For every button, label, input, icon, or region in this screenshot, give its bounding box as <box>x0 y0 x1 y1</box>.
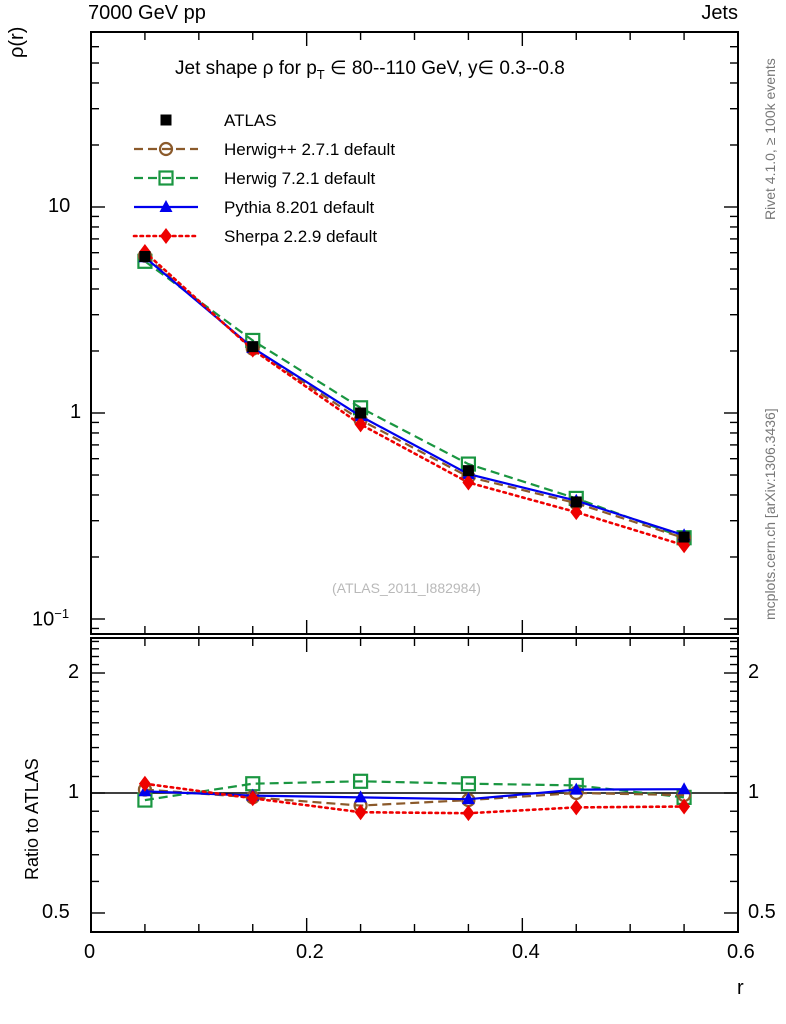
legend-marker-2 <box>134 170 198 186</box>
axis-frames <box>90 31 739 933</box>
series-herwig <box>137 253 692 546</box>
ratio-ytick-1-left: 1 <box>68 781 80 803</box>
series-pythia <box>138 250 691 541</box>
legend-marker-3 <box>134 200 198 212</box>
ratio-ytick-0p5-left: 0.5 <box>42 901 70 923</box>
main-panel-title: Jet shape ρ for pT ∈ 80--110 GeV, y∈ 0.3… <box>175 57 565 82</box>
analysis-watermark: (ATLAS_2011_I882984) <box>332 580 481 596</box>
ratio-series-sherpa <box>138 775 691 822</box>
x-axis-label: r <box>737 977 744 999</box>
legend-label-4: Sherpa 2.2.9 default <box>224 227 378 246</box>
main-ytick-10: 10 <box>48 195 71 217</box>
header-left: 7000 GeV pp <box>88 2 206 24</box>
legend-label-2: Herwig 7.2.1 default <box>224 169 376 188</box>
legend-marker-4 <box>132 228 200 244</box>
legend-label-0: ATLAS <box>224 111 277 130</box>
ratio-panel-frame <box>90 637 739 933</box>
header-right: Jets <box>701 2 738 24</box>
main-series-group <box>137 243 692 554</box>
series-herwig++ <box>137 248 692 546</box>
main-ytick-0p1: 10−1 <box>32 606 70 631</box>
main-ytick-1: 1 <box>70 401 82 423</box>
main-panel-frame <box>90 31 739 635</box>
xtick-0p6: 0.6 <box>727 941 755 963</box>
legend-marker-1 <box>134 141 198 157</box>
legend-label-3: Pythia 8.201 default <box>224 198 375 217</box>
legend-marker-group <box>132 114 200 244</box>
series-sherpa <box>138 243 691 554</box>
title-post: ∈ 80--110 GeV, y∈ 0.3--0.8 <box>324 58 565 79</box>
legend-label-1: Herwig++ 2.7.1 default <box>224 140 396 159</box>
xtick-0p2: 0.2 <box>296 941 324 963</box>
ratio-ytick-0p5-right: 0.5 <box>748 901 776 923</box>
axis-ticks <box>90 32 739 932</box>
ratio-ytick-2-right: 2 <box>748 661 760 683</box>
ratio-ytick-1-right: 1 <box>748 781 760 803</box>
xtick-0: 0 <box>84 941 96 963</box>
title-sub: T <box>316 66 325 82</box>
legend-marker-0 <box>160 114 172 126</box>
ratio-series-group <box>137 773 692 822</box>
series-atlas <box>139 251 690 543</box>
ratio-ytick-2-left: 2 <box>68 661 80 683</box>
xtick-0p4: 0.4 <box>512 941 540 963</box>
title-pre: Jet shape ρ for p <box>175 58 317 79</box>
